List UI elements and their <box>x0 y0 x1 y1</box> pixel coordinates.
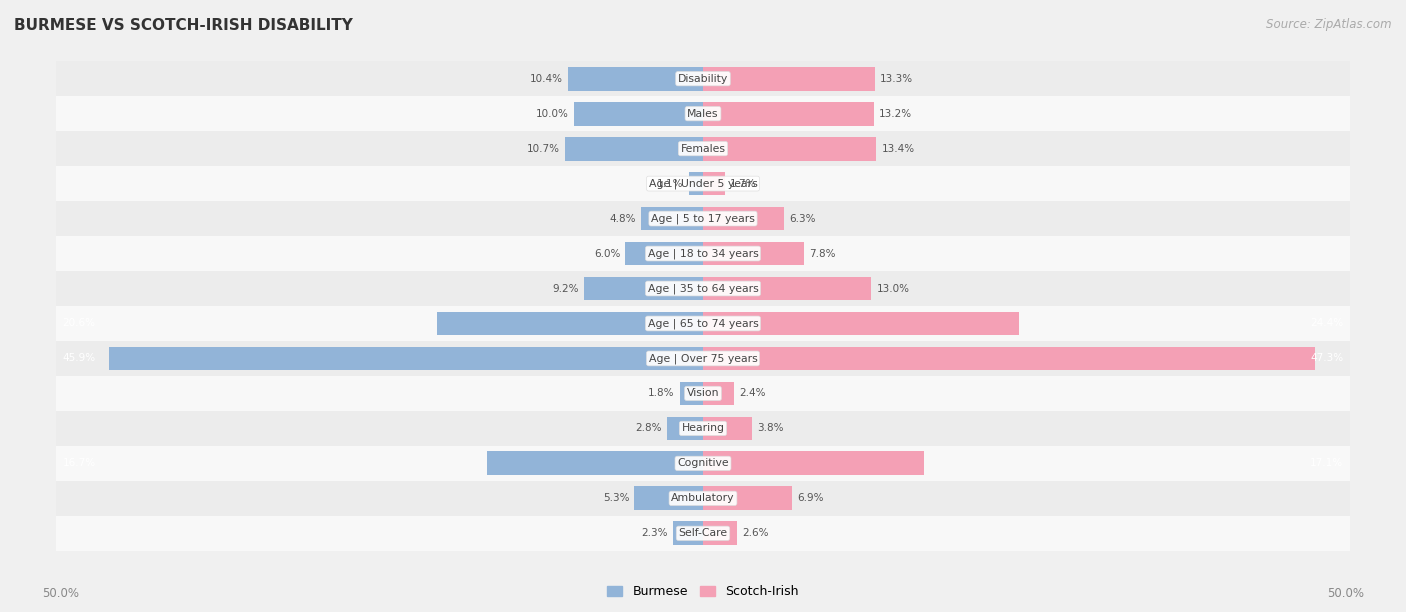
Text: 17.1%: 17.1% <box>1310 458 1343 468</box>
Text: 6.9%: 6.9% <box>797 493 824 503</box>
Text: Age | 65 to 74 years: Age | 65 to 74 years <box>648 318 758 329</box>
Bar <box>673 521 703 545</box>
Text: 13.3%: 13.3% <box>880 73 914 84</box>
Bar <box>56 481 1350 516</box>
Text: 2.4%: 2.4% <box>740 389 766 398</box>
Text: Age | 18 to 34 years: Age | 18 to 34 years <box>648 248 758 259</box>
Text: 13.0%: 13.0% <box>876 283 910 294</box>
Bar <box>56 201 1350 236</box>
Text: 10.0%: 10.0% <box>536 109 568 119</box>
Bar <box>626 242 703 266</box>
Bar <box>56 166 1350 201</box>
Bar <box>56 341 1350 376</box>
Bar <box>689 172 703 195</box>
Text: 50.0%: 50.0% <box>1327 587 1364 600</box>
Bar <box>703 172 725 195</box>
Bar <box>574 102 703 125</box>
Text: 1.8%: 1.8% <box>648 389 675 398</box>
Text: 10.4%: 10.4% <box>530 73 564 84</box>
Text: 13.4%: 13.4% <box>882 144 915 154</box>
Bar <box>703 452 924 476</box>
Text: 45.9%: 45.9% <box>63 354 96 364</box>
Bar <box>703 207 785 231</box>
Text: Males: Males <box>688 109 718 119</box>
Bar <box>56 61 1350 96</box>
Text: 6.3%: 6.3% <box>790 214 815 223</box>
Bar <box>56 306 1350 341</box>
Text: 3.8%: 3.8% <box>758 424 783 433</box>
Text: 10.7%: 10.7% <box>526 144 560 154</box>
Text: 2.6%: 2.6% <box>742 528 768 539</box>
Bar <box>703 242 804 266</box>
Bar <box>634 487 703 510</box>
Bar <box>56 376 1350 411</box>
Bar <box>703 346 1315 370</box>
Bar <box>56 446 1350 481</box>
Text: 50.0%: 50.0% <box>42 587 79 600</box>
Bar <box>703 312 1018 335</box>
Text: 24.4%: 24.4% <box>1310 318 1343 329</box>
Text: Cognitive: Cognitive <box>678 458 728 468</box>
Bar <box>110 346 703 370</box>
Text: 47.3%: 47.3% <box>1310 354 1343 364</box>
Legend: Burmese, Scotch-Irish: Burmese, Scotch-Irish <box>602 580 804 603</box>
Text: 20.6%: 20.6% <box>63 318 96 329</box>
Bar <box>568 67 703 91</box>
Text: 2.3%: 2.3% <box>641 528 668 539</box>
Text: 6.0%: 6.0% <box>593 248 620 258</box>
Bar <box>436 312 703 335</box>
Text: Source: ZipAtlas.com: Source: ZipAtlas.com <box>1267 18 1392 31</box>
Bar <box>565 136 703 160</box>
Bar <box>703 136 876 160</box>
Bar <box>56 411 1350 446</box>
Text: 4.8%: 4.8% <box>609 214 636 223</box>
Text: Females: Females <box>681 144 725 154</box>
Text: Age | Under 5 years: Age | Under 5 years <box>648 178 758 189</box>
Bar <box>703 381 734 405</box>
Bar <box>486 452 703 476</box>
Bar <box>703 521 737 545</box>
Bar <box>56 271 1350 306</box>
Text: 9.2%: 9.2% <box>553 283 579 294</box>
Text: BURMESE VS SCOTCH-IRISH DISABILITY: BURMESE VS SCOTCH-IRISH DISABILITY <box>14 18 353 34</box>
Text: Age | 35 to 64 years: Age | 35 to 64 years <box>648 283 758 294</box>
Text: 1.1%: 1.1% <box>657 179 683 188</box>
Text: Self-Care: Self-Care <box>679 528 727 539</box>
Text: 7.8%: 7.8% <box>808 248 835 258</box>
Bar <box>703 277 872 300</box>
Text: Ambulatory: Ambulatory <box>671 493 735 503</box>
Text: 1.7%: 1.7% <box>730 179 756 188</box>
Text: Age | Over 75 years: Age | Over 75 years <box>648 353 758 364</box>
Text: 2.8%: 2.8% <box>636 424 662 433</box>
Bar <box>583 277 703 300</box>
Text: 13.2%: 13.2% <box>879 109 912 119</box>
Text: 16.7%: 16.7% <box>63 458 96 468</box>
Text: Hearing: Hearing <box>682 424 724 433</box>
Bar <box>56 96 1350 131</box>
Bar <box>703 67 875 91</box>
Text: 5.3%: 5.3% <box>603 493 630 503</box>
Bar <box>666 417 703 440</box>
Bar <box>703 417 752 440</box>
Bar <box>56 236 1350 271</box>
Text: Disability: Disability <box>678 73 728 84</box>
Bar <box>56 131 1350 166</box>
Text: Age | 5 to 17 years: Age | 5 to 17 years <box>651 214 755 224</box>
Bar <box>679 381 703 405</box>
Bar <box>703 102 873 125</box>
Text: Vision: Vision <box>686 389 720 398</box>
Bar <box>703 487 792 510</box>
Bar <box>56 516 1350 551</box>
Bar <box>641 207 703 231</box>
